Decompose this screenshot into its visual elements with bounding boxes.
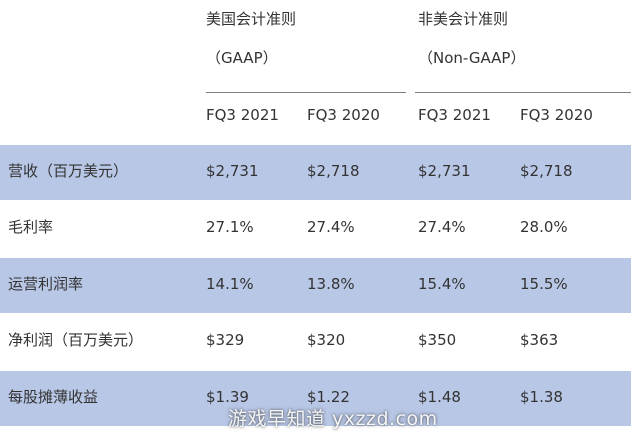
table-cell: $350 [418,331,457,349]
table-cell: $329 [206,331,245,349]
table-cell: 15.5% [520,275,568,293]
column-header-non-gaap-2020: FQ3 2020 [520,106,593,124]
table-cell: $2,731 [418,162,471,180]
table-cell: $2,731 [206,162,259,180]
gaap-title: 美国会计准则 [206,10,297,28]
table-cell: 27.4% [418,218,466,236]
table-cell: 13.8% [307,275,355,293]
table-cell: $363 [520,331,559,349]
table-row [0,258,631,313]
table-cell: 15.4% [418,275,466,293]
row-label: 净利润（百万美元） [8,331,144,349]
non-gaap-subtitle: （Non-GAAP） [418,49,526,67]
table-cell: $2,718 [520,162,573,180]
table-cell: 14.1% [206,275,254,293]
watermark-text: 游戏早知道 yxzzd.com [228,408,438,430]
table-cell: 28.0% [520,218,568,236]
table-cell: $1.22 [307,388,350,406]
table-cell: $320 [307,331,346,349]
non-gaap-title: 非美会计准则 [418,10,509,28]
table-cell: $1.38 [520,388,563,406]
column-header-gaap-2020: FQ3 2020 [307,106,380,124]
table-row [0,201,631,256]
table-row [0,371,631,426]
column-header-non-gaap-2021: FQ3 2021 [418,106,491,124]
gaap-subtitle: （GAAP） [206,49,278,67]
row-label: 每股摊薄收益 [8,388,99,406]
row-label: 运营利润率 [8,275,84,293]
gaap-header-rule [206,92,406,93]
non-gaap-header-rule [415,92,631,93]
column-header-gaap-2021: FQ3 2021 [206,106,279,124]
table-row [0,145,631,200]
table-row [0,314,631,369]
table-cell: $1.48 [418,388,461,406]
row-label: 营收（百万美元） [8,162,129,180]
table-cell: 27.1% [206,218,254,236]
table-cell: 27.4% [307,218,355,236]
table-cell: $2,718 [307,162,360,180]
table-cell: $1.39 [206,388,249,406]
row-label: 毛利率 [8,218,54,236]
